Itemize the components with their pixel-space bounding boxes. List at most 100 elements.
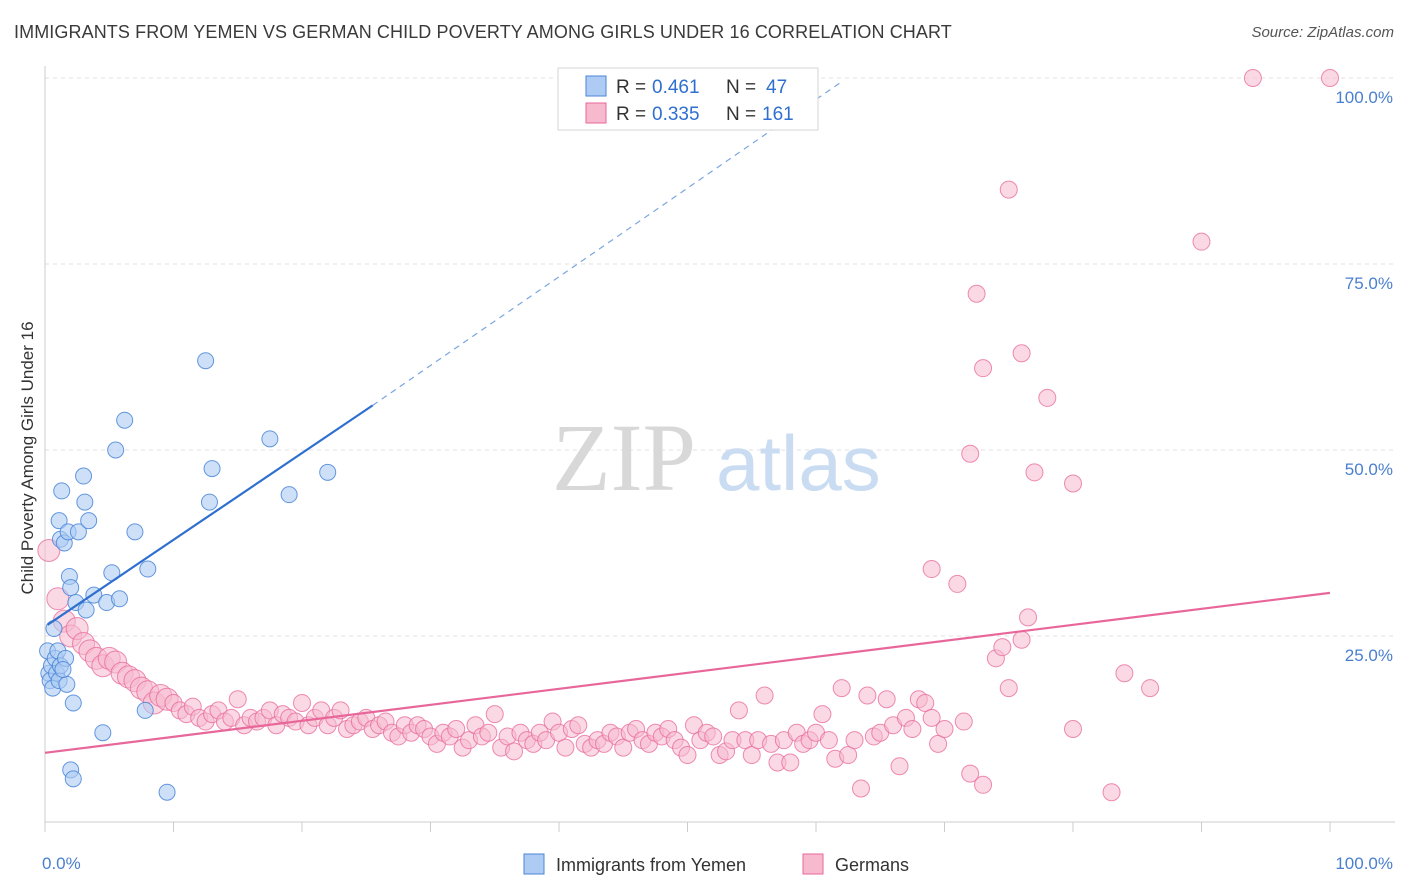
germans-point bbox=[890, 757, 909, 776]
germans-point bbox=[447, 720, 466, 738]
germans-point bbox=[858, 686, 877, 705]
germans-point bbox=[961, 764, 980, 783]
germans-point bbox=[755, 686, 774, 705]
y-tick-label-2: 75.0% bbox=[1345, 274, 1393, 293]
germans-point bbox=[839, 746, 858, 765]
germans-point bbox=[485, 705, 504, 724]
x-tick-label-0: 0.0% bbox=[42, 854, 81, 873]
yemen-point bbox=[319, 463, 337, 481]
germans-point bbox=[1025, 463, 1044, 482]
yemen-point bbox=[200, 493, 218, 511]
germans-point bbox=[293, 693, 311, 712]
germans-point bbox=[1064, 720, 1082, 738]
germans-point bbox=[819, 731, 838, 750]
yemen-point bbox=[58, 675, 76, 693]
germans-point bbox=[922, 708, 941, 727]
yemen-points bbox=[39, 352, 337, 801]
germans-point bbox=[1012, 630, 1031, 649]
germans-point bbox=[974, 775, 993, 794]
watermark-zip: ZIP bbox=[552, 404, 696, 511]
y-tick-label-0: 25.0% bbox=[1345, 646, 1393, 665]
germans-point bbox=[999, 679, 1018, 698]
germans-point bbox=[961, 444, 980, 463]
germans-point bbox=[1141, 679, 1160, 698]
yemen-point bbox=[203, 460, 221, 478]
x-tick-labels: 0.0% 100.0% bbox=[42, 854, 1393, 873]
y-axis-label: Child Poverty Among Girls Under 16 bbox=[18, 321, 37, 594]
germans-point bbox=[569, 716, 588, 735]
germans-point bbox=[742, 746, 761, 765]
germans-point bbox=[678, 746, 697, 765]
yemen-point bbox=[64, 694, 82, 712]
yemen-point bbox=[54, 660, 72, 678]
germans-point bbox=[948, 574, 967, 593]
yemen-point bbox=[50, 512, 68, 530]
bottom-legend-swatch-yemen bbox=[523, 853, 545, 875]
germans-point bbox=[1115, 664, 1134, 683]
yemen-point bbox=[126, 523, 144, 541]
germans-point bbox=[832, 679, 851, 698]
yemen-point bbox=[94, 724, 112, 742]
germans-point bbox=[974, 359, 993, 378]
watermark-atlas: atlas bbox=[716, 419, 881, 507]
yemen-point bbox=[107, 441, 125, 459]
germans-point bbox=[877, 690, 896, 709]
germans-point bbox=[929, 734, 948, 753]
germans-trend-line bbox=[44, 591, 1331, 754]
yemen-point bbox=[111, 590, 129, 608]
legend-r-label-2: R = bbox=[616, 104, 646, 125]
germans-point bbox=[935, 720, 954, 738]
yemen-point bbox=[197, 352, 215, 370]
germans-point bbox=[729, 701, 748, 720]
yemen-point bbox=[116, 411, 134, 429]
germans-point bbox=[1064, 474, 1082, 493]
bottom-legend-label-germans: Germans bbox=[835, 855, 909, 875]
y-tick-labels: 25.0% 50.0% 75.0% 100.0% bbox=[1335, 88, 1393, 665]
germans-point bbox=[556, 738, 575, 757]
germans-points bbox=[37, 69, 1339, 802]
watermark: ZIP atlas bbox=[552, 404, 881, 511]
legend-r-label-1: R = bbox=[616, 77, 646, 98]
y-tick-label-1: 50.0% bbox=[1345, 460, 1393, 479]
legend-r-value-yemen: 0.461 bbox=[652, 77, 700, 98]
yemen-point bbox=[75, 467, 93, 485]
y-tick-label-3: 100.0% bbox=[1335, 88, 1393, 107]
axes bbox=[44, 66, 1395, 832]
germans-point bbox=[1012, 344, 1031, 363]
germans-point bbox=[813, 705, 832, 724]
yemen-point bbox=[53, 482, 71, 500]
germans-point bbox=[505, 742, 524, 761]
bottom-legend-swatch-germans bbox=[802, 853, 824, 875]
source-label: Source: ZipAtlas.com bbox=[1251, 24, 1394, 41]
yemen-point bbox=[139, 560, 157, 578]
correlation-legend: R = 0.461 N = 47 R = 0.335 N = 161 bbox=[557, 67, 819, 131]
germans-point bbox=[845, 731, 864, 750]
germans-point bbox=[614, 738, 633, 757]
yemen-point bbox=[62, 579, 80, 597]
legend-n-label-2: N = bbox=[726, 104, 756, 125]
germans-point bbox=[781, 753, 800, 772]
germans-point bbox=[479, 723, 498, 742]
germans-point bbox=[967, 284, 986, 303]
germans-point bbox=[1321, 69, 1339, 87]
legend-n-value-yemen: 47 bbox=[766, 77, 787, 98]
legend-n-value-germans: 161 bbox=[762, 104, 794, 125]
germans-point bbox=[954, 712, 973, 731]
yemen-trend-line bbox=[46, 404, 374, 626]
yemen-point bbox=[77, 601, 95, 619]
x-tick-label-1: 100.0% bbox=[1335, 854, 1393, 873]
germans-point bbox=[704, 727, 723, 746]
germans-point bbox=[1019, 608, 1038, 627]
germans-point bbox=[1038, 388, 1057, 407]
yemen-point bbox=[261, 430, 279, 448]
legend-n-label-1: N = bbox=[726, 77, 756, 98]
yemen-trend-extension bbox=[372, 81, 843, 406]
germans-point bbox=[922, 560, 941, 579]
yemen-point bbox=[76, 493, 94, 511]
germans-point bbox=[851, 779, 870, 798]
germans-point bbox=[916, 693, 935, 712]
germans-point bbox=[999, 180, 1018, 199]
germans-point bbox=[993, 638, 1012, 657]
yemen-point bbox=[136, 701, 154, 719]
